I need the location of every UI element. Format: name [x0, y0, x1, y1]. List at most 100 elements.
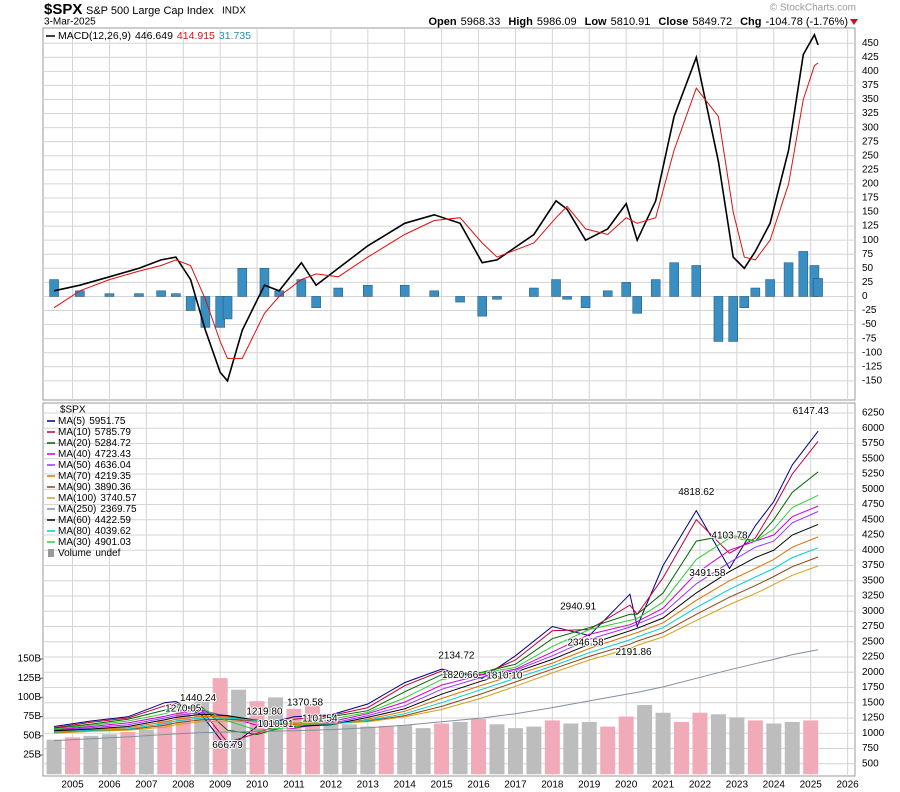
x-tick-label: 2021	[652, 780, 675, 791]
y-tick-label: 4250	[862, 530, 885, 541]
down-arrow	[850, 19, 858, 25]
volume-bar	[397, 725, 413, 775]
volume-bar	[507, 728, 523, 775]
y2-tick-label: 150B	[18, 654, 42, 665]
annotation: 1270.05	[165, 703, 202, 714]
volume-bar	[618, 716, 634, 775]
volume-bar	[526, 726, 542, 775]
annotation: 4818.62	[678, 487, 715, 498]
legend-entry: MA(60) 4422.59	[58, 515, 131, 526]
histogram-bar	[156, 290, 166, 297]
volume-bar	[157, 720, 173, 775]
histogram-bar	[49, 279, 59, 297]
histogram-bar	[104, 293, 115, 297]
histogram-bar	[429, 290, 439, 297]
volume-bar	[212, 678, 228, 775]
legend-label: MA(30)	[58, 537, 91, 548]
legend-value: 5785.79	[95, 427, 132, 438]
legend-title: $SPX	[60, 405, 86, 416]
x-tick-label: 2007	[135, 780, 158, 791]
histogram-bar	[171, 293, 181, 297]
y-tick-label: -125	[862, 361, 882, 372]
line	[54, 556, 819, 734]
annotation: 1820.66	[442, 670, 479, 681]
y-tick-label: 3250	[862, 591, 885, 602]
histogram-bar	[632, 296, 642, 314]
quote-label: Open	[429, 16, 457, 28]
annotation: 1370.58	[287, 697, 324, 708]
y-tick-label: 2000	[862, 667, 885, 678]
quote-label: Low	[585, 16, 607, 28]
y-tick-label: -50	[862, 319, 877, 330]
histogram-bar	[669, 262, 679, 297]
y2-tick-label: 50B	[23, 730, 41, 741]
y-tick-label: 200	[862, 179, 879, 190]
legend-entry: MA(50) 4636.04	[58, 460, 131, 471]
volume-bar	[471, 718, 487, 775]
legend-entry: MA(30) 4901.03	[58, 537, 131, 548]
legend: MACD(12,26,9) 446.649 414.915 31.735	[58, 30, 251, 42]
legend-value: 3740.57	[100, 493, 137, 504]
y-tick-label: 1500	[862, 697, 885, 708]
y-tick-label: 4750	[862, 499, 885, 510]
quote-value: 5986.09	[537, 16, 577, 28]
y-tick-label: 6250	[862, 408, 885, 419]
annotation: 666.79	[212, 740, 243, 751]
x-tick-label: 2009	[209, 780, 232, 791]
legend-value: 31.735	[219, 30, 251, 42]
line	[54, 471, 819, 736]
volume-bar	[46, 739, 62, 775]
histogram-bar	[798, 251, 809, 297]
x-tick-label: 2020	[615, 780, 638, 791]
histogram-bar	[750, 287, 761, 297]
y-tick-label: 6000	[862, 423, 885, 434]
volume-bar	[729, 717, 745, 775]
legend-label: MA(5)	[58, 416, 85, 427]
y-tick-label: 275	[862, 136, 879, 147]
legend-value: 4219.35	[95, 471, 132, 482]
y-tick-label: -100	[862, 347, 882, 358]
x-tick-label: 2008	[172, 780, 195, 791]
volume-bar	[434, 723, 450, 775]
legend-label: MA(50)	[58, 460, 91, 471]
y-tick-label: 3500	[862, 575, 885, 586]
histogram-bar	[134, 293, 144, 297]
histogram-bar	[529, 287, 539, 297]
legend-value: 446.649	[135, 30, 173, 42]
legend-label: MA(90)	[58, 482, 91, 493]
y-tick-label: 2750	[862, 621, 885, 632]
y-tick-label: 325	[862, 108, 879, 119]
x-tick-label: 2005	[61, 780, 84, 791]
y-tick-label: -150	[862, 376, 882, 387]
volume-bar	[323, 720, 339, 775]
volume-bar	[175, 708, 191, 775]
line	[53, 62, 819, 359]
x-tick-label: 2023	[726, 780, 749, 791]
legend-value: 4901.03	[95, 537, 132, 548]
histogram-bar	[492, 296, 502, 300]
y2-tick-label: 100B	[18, 692, 42, 703]
x-tick-label: 2014	[394, 780, 417, 791]
y-tick-label: 4500	[862, 514, 885, 525]
volume-bar	[83, 735, 99, 775]
annotation: 2191.86	[615, 647, 652, 658]
line	[54, 536, 819, 732]
y-tick-label: 175	[862, 193, 879, 204]
legend-label: Volume	[58, 548, 92, 559]
histogram-bar	[200, 296, 211, 328]
volume-bar	[637, 705, 653, 775]
x-tick-label: 2010	[246, 780, 269, 791]
volume-bar	[138, 729, 154, 775]
histogram-bar	[691, 265, 702, 297]
y-tick-label: 300	[862, 122, 879, 133]
volume-bar	[600, 726, 616, 775]
y-tick-label: 350	[862, 94, 879, 105]
x-tick-label: 2016	[467, 780, 490, 791]
symbol-name: S&P 500 Large Cap Index	[86, 5, 214, 17]
histogram-bar	[399, 284, 410, 297]
legend-label: MA(100)	[58, 493, 96, 504]
histogram-bar	[728, 296, 738, 342]
y-tick-label: 2500	[862, 636, 885, 647]
y-tick-label: 3000	[862, 606, 885, 617]
y-tick-label: 1750	[862, 682, 885, 693]
